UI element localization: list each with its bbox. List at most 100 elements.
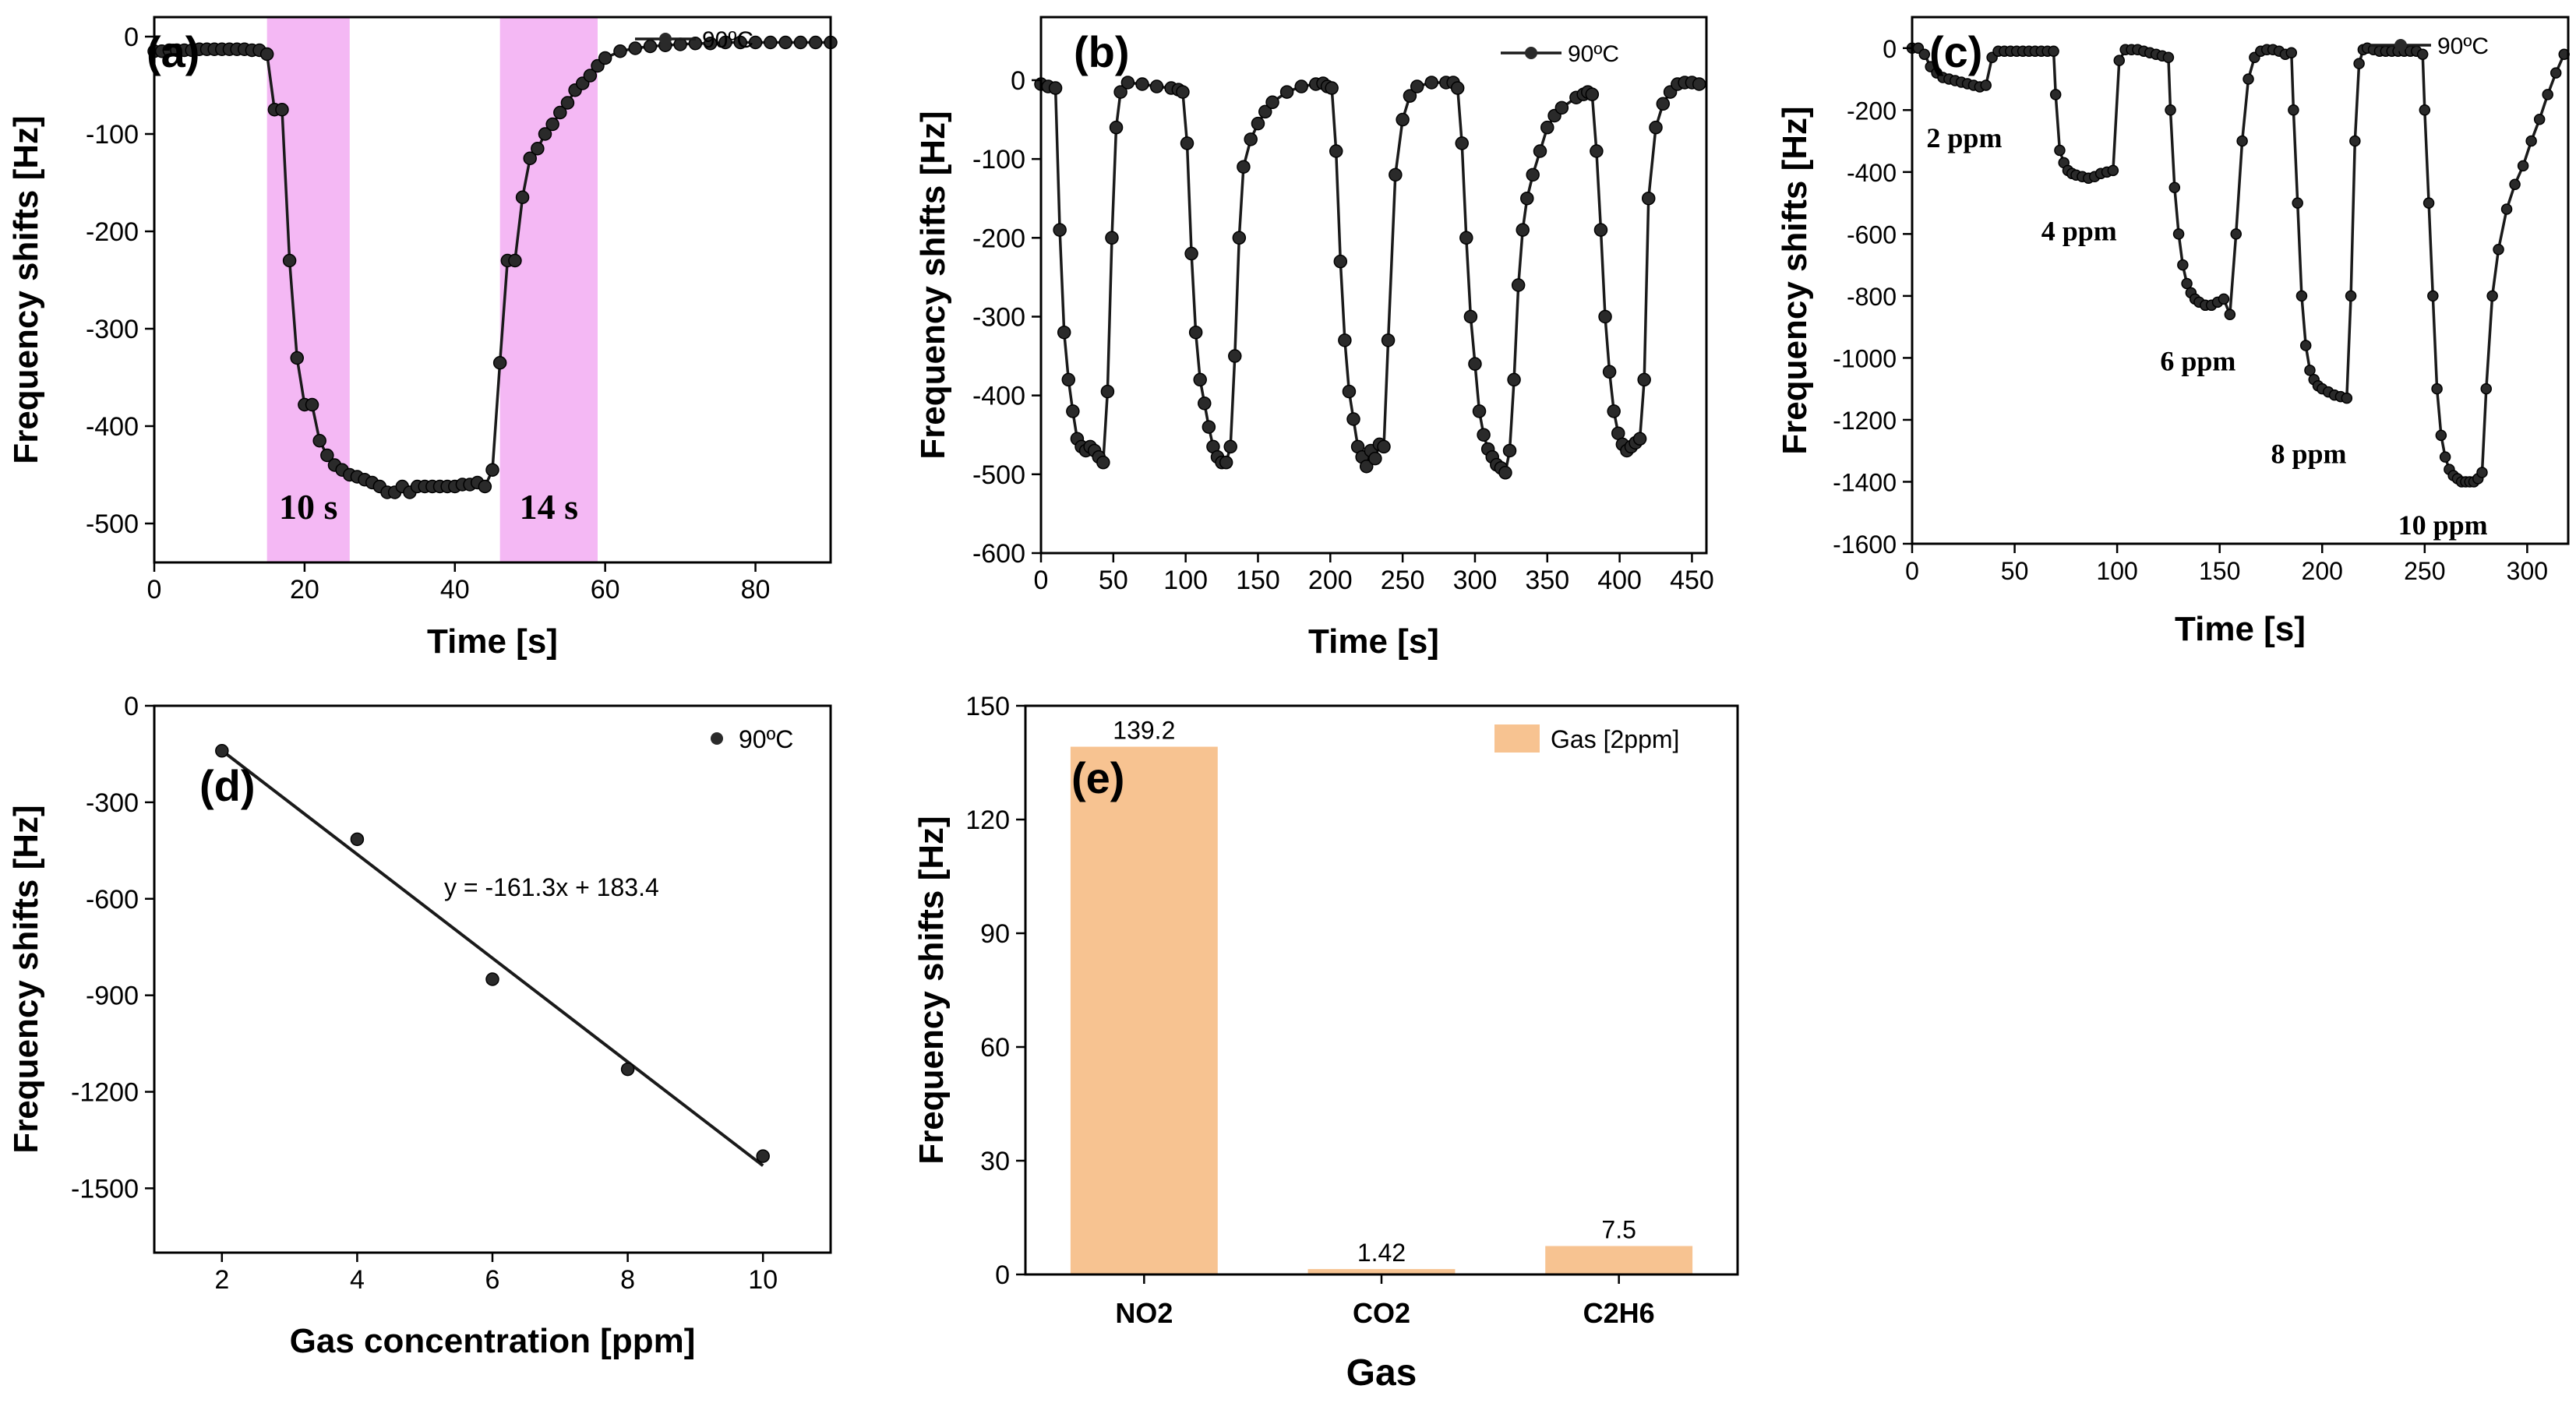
series-line bbox=[1912, 47, 2566, 484]
data-point bbox=[2480, 382, 2492, 395]
data-point bbox=[312, 434, 326, 448]
y-tick-label: -600 bbox=[86, 885, 139, 915]
data-point bbox=[320, 448, 334, 463]
data-point bbox=[703, 37, 718, 51]
data-point bbox=[2493, 243, 2504, 256]
data-point bbox=[2230, 228, 2242, 240]
x-tick-label: 10 bbox=[748, 1265, 778, 1295]
x-tick-label: 150 bbox=[1236, 566, 1280, 595]
data-point bbox=[2054, 144, 2066, 157]
data-point bbox=[1294, 79, 1308, 93]
y-tick-label: 120 bbox=[965, 805, 1010, 835]
data-point bbox=[1176, 85, 1190, 99]
x-axis-label: Time [s] bbox=[1308, 622, 1439, 661]
data-point bbox=[1346, 412, 1360, 426]
data-point bbox=[1507, 372, 1521, 387]
data-point bbox=[1048, 81, 1063, 95]
y-axis-label: Frequency shifts [Hz] bbox=[912, 816, 951, 1164]
data-point bbox=[1237, 160, 1251, 174]
legend: 90ºC bbox=[635, 27, 753, 53]
y-tick-label: 0 bbox=[124, 692, 139, 721]
data-point bbox=[1368, 451, 1382, 466]
y-tick-label: -1200 bbox=[71, 1078, 139, 1108]
data-point bbox=[1692, 77, 1706, 91]
panel-label: (a) bbox=[146, 27, 199, 76]
y-tick-label: -400 bbox=[972, 382, 1025, 411]
data-point bbox=[1533, 144, 1547, 158]
data-point bbox=[1223, 439, 1237, 454]
bar-co2 bbox=[1307, 1269, 1456, 1274]
panel-b: 0 50 100 150 200 250 300 350 400 450 0 -100 -200 -300… bbox=[914, 16, 1714, 661]
concentration-label: 6 ppm bbox=[2160, 345, 2235, 376]
y-tick-label: -900 bbox=[86, 982, 139, 1011]
data-point bbox=[2295, 290, 2308, 302]
data-point bbox=[2416, 48, 2429, 60]
data-point bbox=[2218, 293, 2230, 305]
x-tick-label: 6 bbox=[485, 1265, 500, 1295]
data-point bbox=[2236, 135, 2248, 147]
data-point bbox=[215, 744, 229, 758]
data-point bbox=[1463, 309, 1478, 324]
panel-label: (c) bbox=[1929, 27, 1982, 76]
data-point bbox=[1120, 76, 1135, 90]
y-tick-label: 150 bbox=[965, 692, 1010, 721]
data-point bbox=[583, 69, 598, 83]
data-point bbox=[1325, 81, 1339, 95]
legend-marker bbox=[711, 732, 723, 745]
panel-label: (b) bbox=[1074, 27, 1130, 76]
x-tick-label: 40 bbox=[440, 575, 470, 605]
x-axis-label: Gas bbox=[1346, 1352, 1417, 1394]
legend-label: 90ºC bbox=[702, 27, 753, 53]
data-point bbox=[1502, 443, 1517, 458]
highlight-band bbox=[266, 17, 350, 562]
legend-label: 90ºC bbox=[1568, 41, 1619, 67]
data-point bbox=[1057, 325, 1071, 340]
data-point bbox=[545, 117, 559, 132]
series-line bbox=[1040, 81, 1700, 474]
data-point bbox=[2525, 135, 2537, 147]
y-tick-label: -500 bbox=[86, 509, 139, 539]
data-point bbox=[1520, 191, 1534, 206]
data-point bbox=[259, 47, 274, 62]
bar-value-label: 139.2 bbox=[1113, 717, 1175, 745]
data-point bbox=[1219, 455, 1233, 470]
y-tick-label: -200 bbox=[86, 217, 139, 247]
data-point bbox=[718, 35, 732, 50]
x-tick-label: 4 bbox=[350, 1265, 365, 1295]
y-tick-label: 30 bbox=[980, 1147, 1010, 1176]
data-point bbox=[2435, 429, 2447, 442]
y-axis-label: Frequency shifts [Hz] bbox=[1776, 106, 1814, 454]
data-point bbox=[508, 253, 522, 268]
data-point bbox=[2224, 308, 2236, 320]
data-point bbox=[1593, 223, 1608, 237]
y-tick-label: -600 bbox=[1847, 220, 1897, 249]
data-point bbox=[2049, 89, 2062, 100]
data-point bbox=[2168, 182, 2181, 193]
data-point bbox=[1450, 81, 1465, 95]
data-point bbox=[2345, 290, 2357, 302]
data-point bbox=[1477, 428, 1491, 442]
fit-equation: y = -161.3x + 183.4 bbox=[444, 873, 659, 901]
data-point bbox=[2292, 197, 2303, 209]
data-point bbox=[1641, 191, 1656, 206]
y-tick-label: -400 bbox=[1847, 159, 1897, 187]
y-tick-label: -200 bbox=[1847, 97, 1897, 125]
data-point bbox=[1498, 466, 1512, 480]
bar-no2 bbox=[1070, 746, 1218, 1274]
data-point bbox=[275, 103, 289, 117]
x-tick-label: 0 bbox=[1905, 557, 1919, 585]
data-point bbox=[2349, 135, 2361, 147]
data-point bbox=[531, 142, 545, 156]
data-point bbox=[1554, 100, 1569, 115]
x-axis-label: Gas concentration [ppm] bbox=[290, 1322, 696, 1360]
legend-label: 90ºC bbox=[739, 725, 793, 753]
data-point bbox=[2048, 45, 2059, 57]
data-point bbox=[1113, 85, 1127, 99]
data-point bbox=[1980, 79, 1992, 91]
data-point bbox=[2172, 228, 2185, 240]
data-point bbox=[1329, 144, 1343, 158]
data-point bbox=[282, 253, 297, 268]
data-point bbox=[1265, 95, 1279, 110]
y-axis-label: Frequency shifts [Hz] bbox=[7, 805, 45, 1153]
